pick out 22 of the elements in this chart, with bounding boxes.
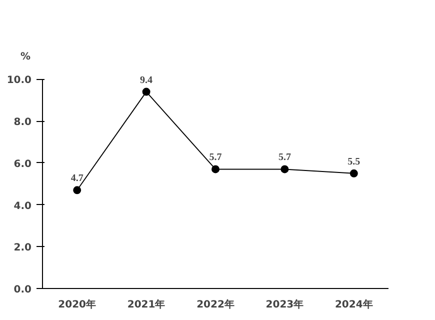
y-axis-title: % [20, 52, 31, 62]
y-tick-label: 4.0 [14, 200, 32, 212]
x-tick-label: 2021年 [127, 298, 166, 310]
x-tick-label: 2023年 [266, 298, 304, 310]
point [280, 165, 289, 174]
data-label: 5.5 [348, 156, 360, 168]
y-tick-label: 6.0 [14, 158, 32, 170]
y-tick-label: 8.0 [14, 117, 32, 128]
y-tick-label: 0.0 [14, 284, 32, 296]
data-label: 4.7 [70, 173, 84, 184]
point [73, 186, 82, 194]
data-label: 9.4 [140, 74, 153, 86]
data-label: 5.7 [209, 152, 222, 164]
x-tick-label: 2024年 [334, 298, 373, 310]
point [212, 165, 220, 174]
y-tick-label: 10.0 [6, 75, 32, 86]
point [142, 88, 150, 96]
x-tick-label: 2020年 [58, 298, 96, 310]
data-label: 5.7 [278, 152, 291, 164]
x-tick-label: 2022年 [196, 298, 234, 310]
point [350, 169, 358, 178]
y-tick-label: 2.0 [14, 242, 32, 254]
